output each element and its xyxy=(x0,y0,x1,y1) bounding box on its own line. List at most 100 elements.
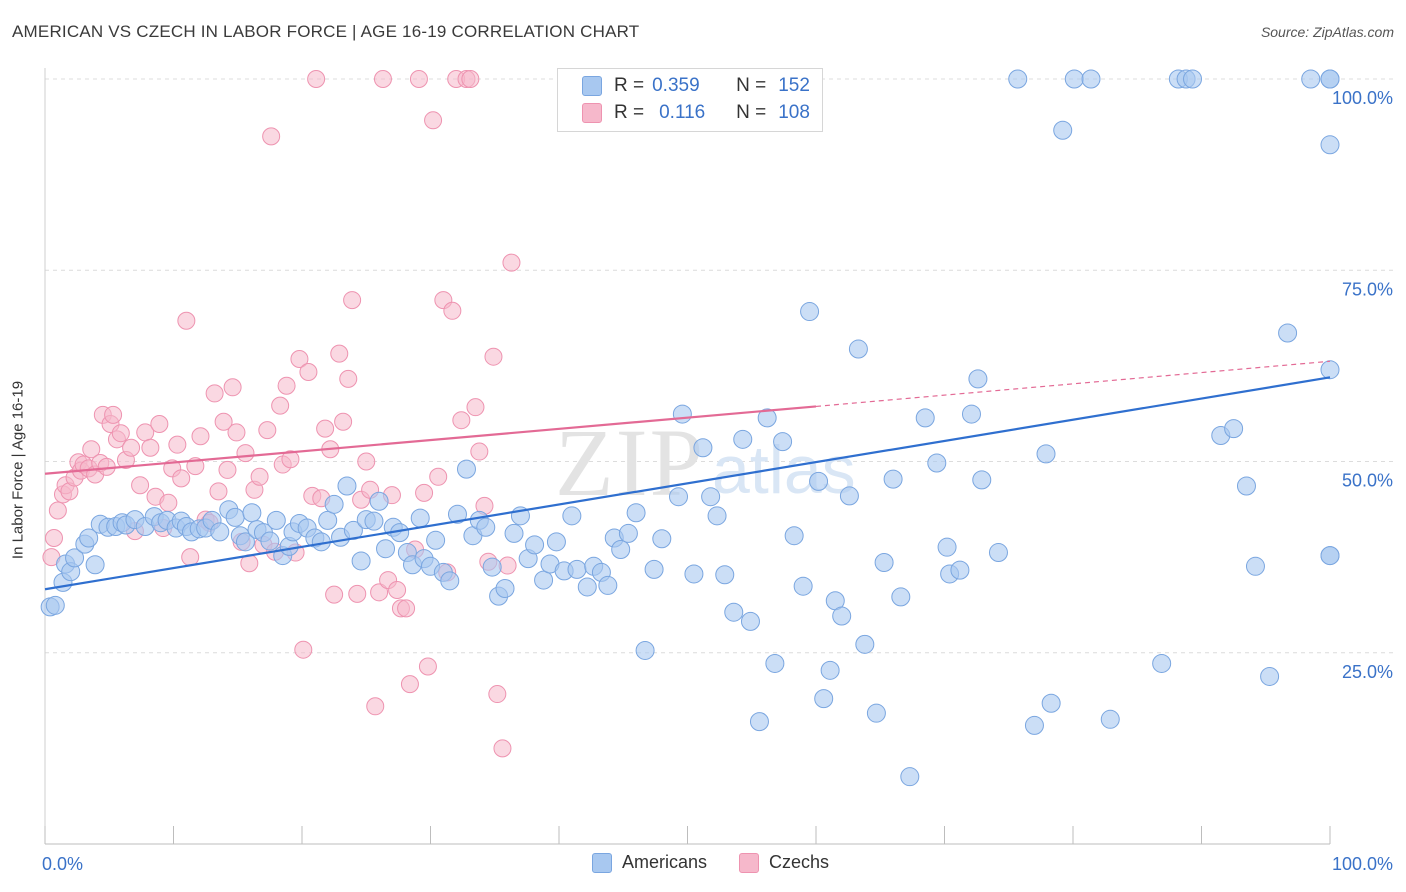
czechs-point xyxy=(111,424,130,443)
czechs-point xyxy=(357,452,376,471)
czechs-point xyxy=(418,657,437,676)
czechs-legend-label: Czechs xyxy=(769,852,830,872)
czechs-n-label: N = xyxy=(736,102,767,123)
czechs-r-value: 0.116 xyxy=(659,102,706,123)
americans-point xyxy=(318,510,338,530)
americans-point xyxy=(1320,69,1340,89)
americans-point xyxy=(773,432,793,452)
americans-point xyxy=(410,508,430,528)
tick-labels: 25.0% 50.0% 75.0% 100.0% 0.0% 100.0% xyxy=(42,88,1393,874)
americans-point xyxy=(440,571,460,591)
czechs-point xyxy=(429,467,448,486)
americans-point xyxy=(832,606,852,626)
americans-point xyxy=(567,559,587,579)
czechs-point xyxy=(191,427,210,446)
americans-point xyxy=(814,689,834,709)
americans-point xyxy=(927,453,947,473)
americans-swatch xyxy=(582,76,602,96)
americans-point xyxy=(669,487,689,507)
americans-point xyxy=(1320,360,1340,380)
americans-point xyxy=(809,471,829,491)
americans-point xyxy=(839,486,859,506)
legend-item-czechs[interactable]: Czechs xyxy=(739,852,829,873)
legend-item-americans[interactable]: Americans xyxy=(592,852,707,873)
americans-point xyxy=(1224,419,1244,439)
americans-point xyxy=(376,539,396,559)
y-tick-label: 25.0% xyxy=(1342,662,1393,682)
americans-point xyxy=(1053,120,1073,140)
americans-point xyxy=(800,302,820,322)
czechs-point xyxy=(223,378,242,397)
series-americans-points xyxy=(40,69,1340,787)
czechs-point xyxy=(343,291,362,310)
americans-point xyxy=(733,429,753,449)
americans-point xyxy=(1278,323,1298,343)
czechs-r-label: R = xyxy=(614,102,645,123)
czechs-point xyxy=(461,70,480,88)
czechs-point xyxy=(168,435,187,454)
americans-point xyxy=(652,529,672,549)
americans-point xyxy=(866,703,886,723)
americans-point xyxy=(577,577,597,597)
czechs-point xyxy=(484,347,503,366)
czechs-point xyxy=(104,405,123,424)
y-tick-label: 100.0% xyxy=(1332,88,1393,108)
americans-point xyxy=(598,575,618,595)
americans-point xyxy=(961,404,981,424)
americans-point xyxy=(324,494,344,514)
americans-trend-line xyxy=(44,376,1331,591)
americans-point xyxy=(546,532,566,552)
americans-point xyxy=(644,559,664,579)
americans-point xyxy=(950,560,970,580)
americans-point xyxy=(684,564,704,584)
czechs-trend-extension xyxy=(815,360,1331,408)
americans-point xyxy=(618,523,638,543)
americans-point xyxy=(784,526,804,546)
legend-row-americans: R = 0.359 N = 152 xyxy=(582,74,810,98)
americans-point xyxy=(225,507,245,527)
americans-point xyxy=(476,517,496,537)
czechs-point xyxy=(415,483,434,502)
americans-point xyxy=(900,767,920,787)
americans-point xyxy=(426,530,446,550)
czechs-point xyxy=(409,70,428,88)
czechs-point xyxy=(493,739,512,758)
czechs-point xyxy=(370,583,389,602)
czechs-point xyxy=(209,482,228,501)
czechs-point xyxy=(373,70,392,88)
americans-point xyxy=(1100,709,1120,729)
americans-point xyxy=(1081,69,1101,89)
americans-point xyxy=(701,487,721,507)
americans-point xyxy=(364,511,384,531)
americans-point xyxy=(1064,69,1084,89)
americans-point xyxy=(1024,715,1044,735)
czechs-point xyxy=(316,419,335,438)
czechs-point xyxy=(366,697,385,716)
americans-point xyxy=(626,503,646,523)
y-tick-label: 75.0% xyxy=(1342,279,1393,299)
czechs-point xyxy=(452,411,471,430)
czechs-point xyxy=(250,467,269,486)
americans-r-value: 0.359 xyxy=(652,75,700,96)
czechs-n-value: 108 xyxy=(778,102,810,123)
czechs-point xyxy=(443,301,462,320)
czechs-point xyxy=(281,450,300,469)
czechs-legend-swatch xyxy=(739,852,760,873)
czechs-point xyxy=(44,529,63,547)
czechs-point xyxy=(470,442,489,461)
czechs-point xyxy=(181,548,200,567)
czechs-point xyxy=(397,599,416,618)
czechs-point xyxy=(177,311,196,330)
americans-point xyxy=(968,369,988,389)
czechs-point xyxy=(271,396,290,415)
americans-point xyxy=(260,531,280,551)
americans-point xyxy=(855,634,875,654)
americans-point xyxy=(707,506,727,526)
czechs-point xyxy=(227,423,246,442)
correlation-legend: R = 0.359 N = 152 R = 0.116 N = 108 xyxy=(557,68,823,132)
americans-point xyxy=(235,532,255,552)
czechs-point xyxy=(122,438,141,457)
czechs-swatch xyxy=(582,103,602,123)
americans-point xyxy=(765,653,785,673)
